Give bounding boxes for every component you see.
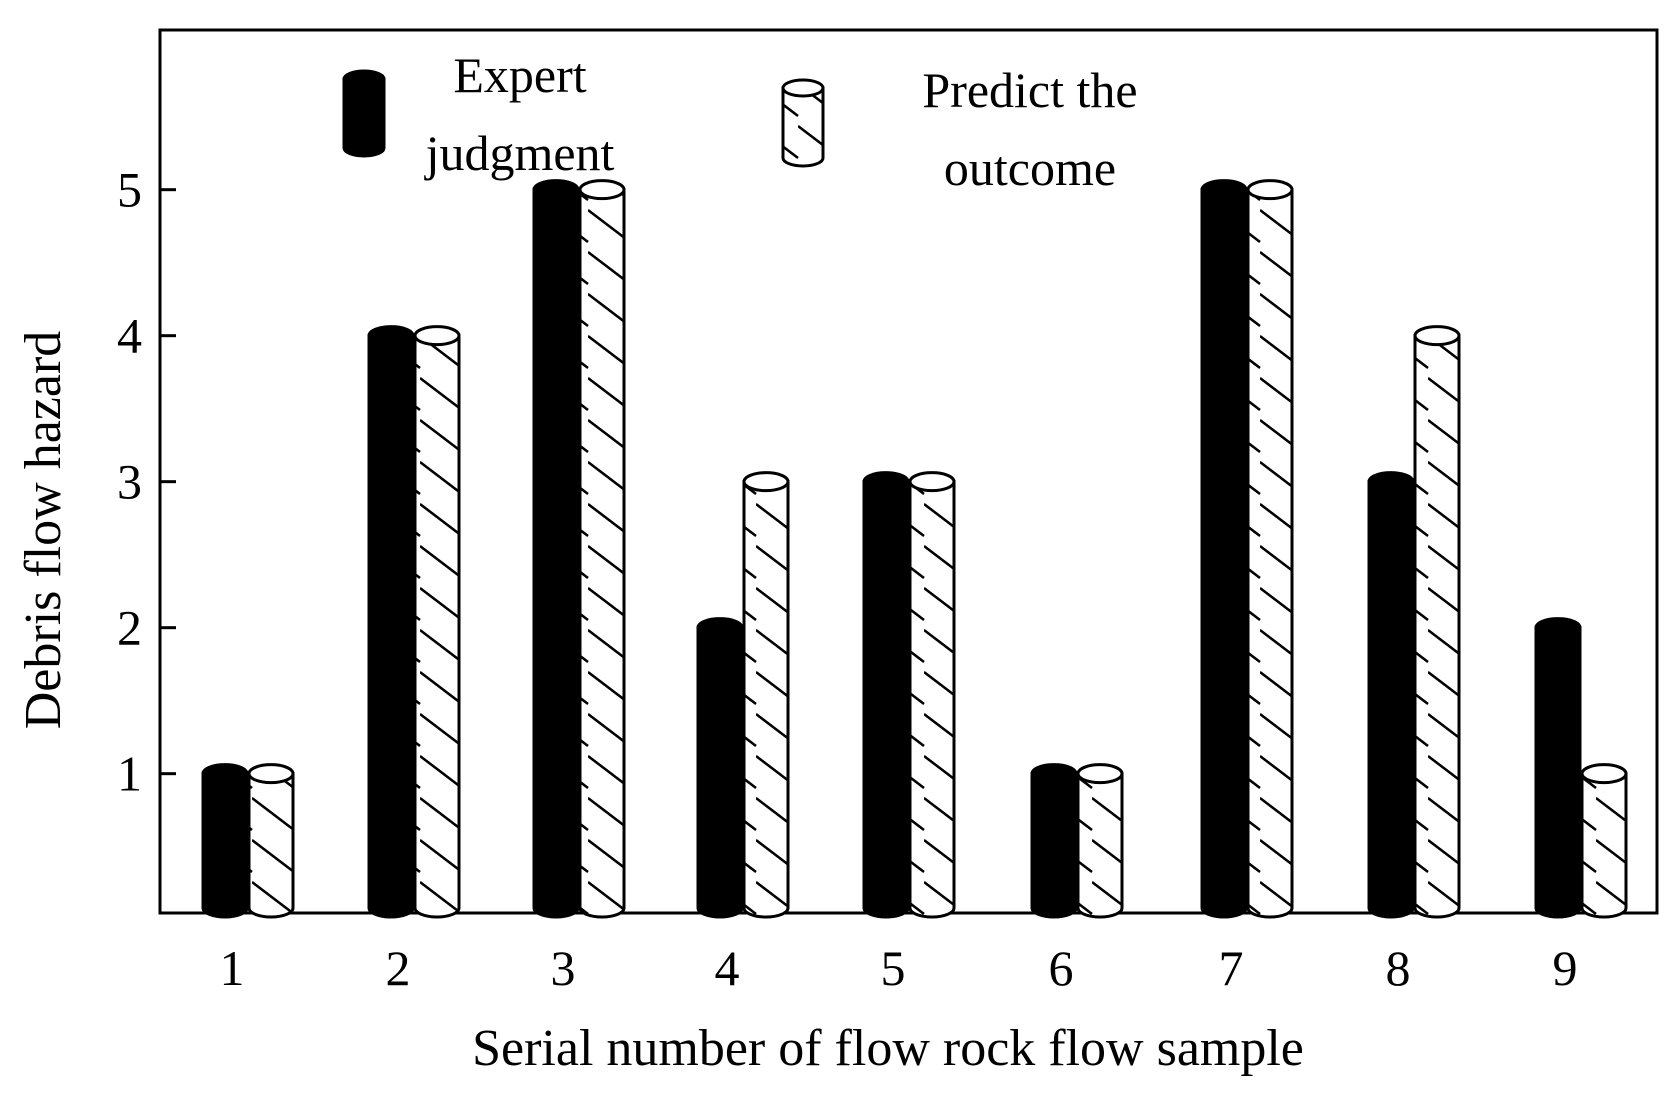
y-tick-label-2: 2 (117, 600, 142, 656)
bar-expert-3 (532, 179, 580, 919)
bar-predict-5 (908, 471, 956, 919)
legend-label-predict-line1: Predict the (922, 62, 1137, 118)
bar-predict-3 (578, 179, 626, 919)
y-tick-label-3: 3 (117, 454, 142, 510)
legend-symbol-predict (781, 78, 825, 168)
bar-predict-4 (742, 471, 790, 919)
bar-expert-7 (1200, 179, 1248, 919)
x-tick-label-3: 3 (551, 940, 576, 996)
bar-predict-7 (1246, 179, 1294, 919)
legend: Expert judgment Predict the outcome (342, 47, 1138, 196)
y-tick-label-4: 4 (117, 308, 142, 364)
bars-group (201, 179, 1628, 919)
legend-label-predict-line2: outcome (944, 140, 1116, 196)
x-axis-title: Serial number of flow rock flow sample (472, 1020, 1304, 1077)
x-axis-ticks: 1 2 3 4 5 6 7 8 9 (220, 940, 1578, 996)
bar-expert-8 (1367, 471, 1415, 919)
y-tick-label-1: 1 (117, 746, 142, 802)
bar-predict-8 (1413, 325, 1461, 919)
plot-frame (158, 28, 1659, 915)
bar-predict-9 (1580, 763, 1628, 919)
legend-symbol-expert (342, 69, 386, 158)
bar-predict-2 (413, 325, 461, 919)
legend-label-expert-line1: Expert (453, 47, 586, 103)
x-tick-label-2: 2 (386, 940, 411, 996)
y-axis-title: Debris flow hazard (15, 331, 72, 730)
bar-expert-2 (367, 325, 415, 919)
x-tick-label-7: 7 (1219, 940, 1244, 996)
x-tick-label-4: 4 (715, 940, 740, 996)
bar-expert-9 (1534, 617, 1582, 919)
x-tick-label-8: 8 (1386, 940, 1411, 996)
bar-predict-6 (1076, 763, 1124, 919)
bar-expert-5 (862, 471, 910, 919)
legend-label-expert-line2: judgment (424, 125, 615, 181)
x-tick-label-9: 9 (1553, 940, 1578, 996)
x-tick-label-6: 6 (1049, 940, 1074, 996)
x-tick-label-1: 1 (220, 940, 245, 996)
bar-expert-1 (201, 763, 249, 919)
x-tick-label-5: 5 (881, 940, 906, 996)
y-tick-label-5: 5 (117, 162, 142, 218)
bar-expert-6 (1030, 763, 1078, 919)
bar-predict-1 (247, 763, 295, 919)
y-axis-ticks: 1 2 3 4 5 (117, 162, 176, 802)
bar-expert-4 (696, 617, 744, 919)
